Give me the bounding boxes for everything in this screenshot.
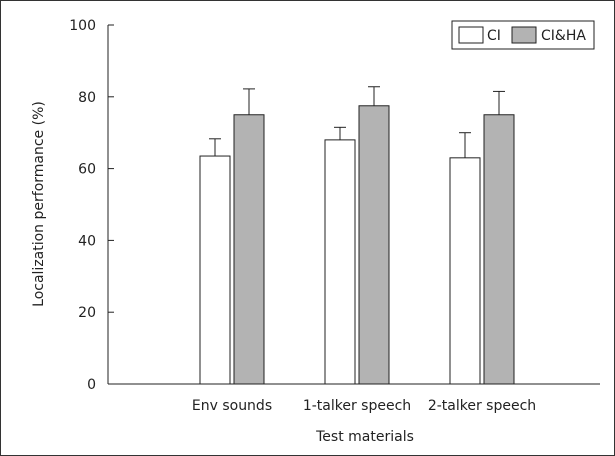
- x-ticks: Env sounds 1-talker speech 2-talker speech: [192, 398, 536, 414]
- y-ticks: 0 20 40 60 80 100: [69, 18, 114, 393]
- y-tick-label: 80: [78, 90, 96, 106]
- y-axis-title: Localization performance (%): [31, 101, 47, 307]
- y-tick-label: 0: [87, 377, 96, 393]
- bar-ci-ha: [358, 105, 390, 385]
- legend-swatch-ci-ha: [511, 26, 537, 44]
- x-tick-label: 2-talker speech: [428, 398, 536, 414]
- x-tick-label: 1-talker speech: [303, 398, 411, 414]
- bar-ci-ha: [233, 114, 265, 385]
- legend-label-ci-ha: CI&HA: [541, 28, 586, 44]
- legend-swatch-ci: [458, 26, 484, 44]
- marks-layer: [199, 86, 515, 385]
- bar-ci-ha: [483, 114, 515, 385]
- x-axis-title: Test materials: [315, 429, 414, 445]
- legend: CI CI&HA: [451, 20, 595, 50]
- legend-label-ci: CI: [487, 28, 501, 44]
- bar-ci: [199, 155, 231, 385]
- y-tick-label: 60: [78, 162, 96, 178]
- y-tick-label: 20: [78, 305, 96, 321]
- y-tick-label: 100: [69, 18, 96, 34]
- y-tick-label: 40: [78, 233, 96, 249]
- bar-ci: [324, 139, 356, 385]
- bar-ci: [449, 157, 481, 385]
- x-tick-label: Env sounds: [192, 398, 272, 414]
